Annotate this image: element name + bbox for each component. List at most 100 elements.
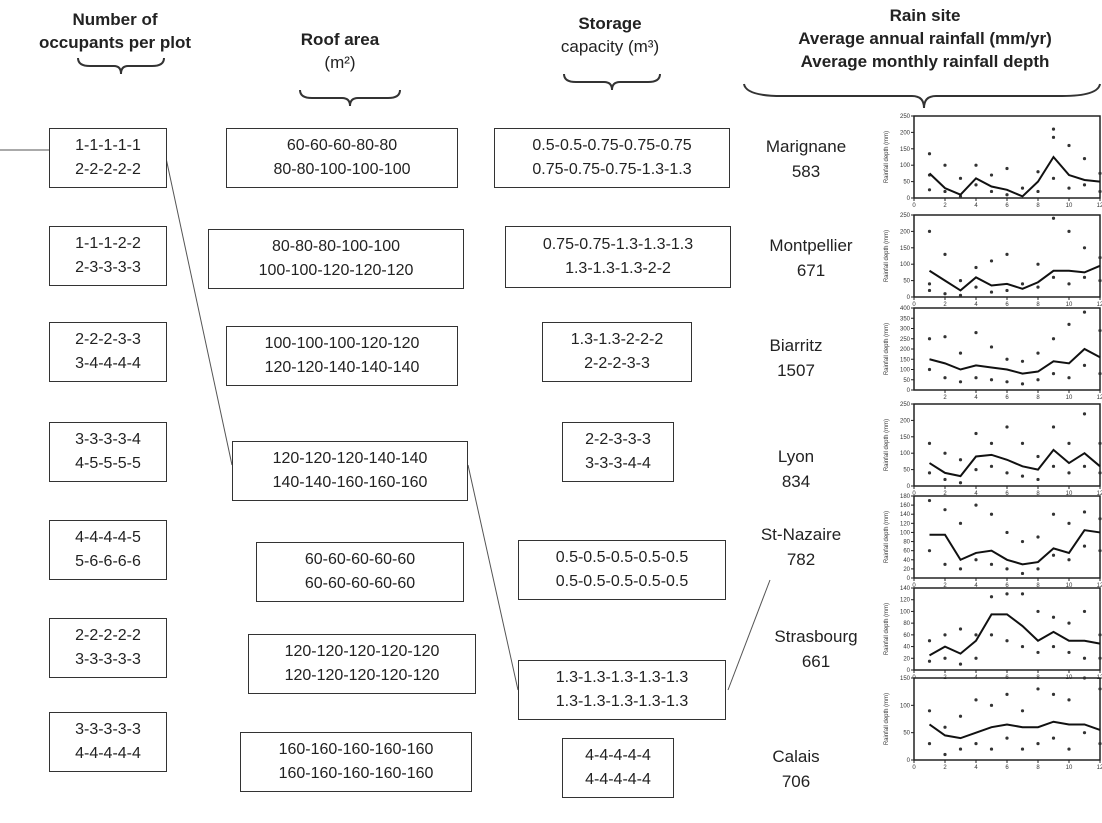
x-tick-label: 4	[974, 583, 978, 587]
header-rain: Rain site Average annual rainfall (mm/yr…	[740, 4, 1102, 73]
y-tick-label: 120	[900, 598, 911, 604]
header-occupants-line2: occupants per plot	[38, 33, 192, 52]
x-tick-label: 2	[943, 302, 947, 306]
y-tick-label: 0	[907, 576, 911, 582]
rainfall-chart-svg: 0 50 100 150 200 250 0 2 4 6 8 10 12 Rainfall depth (…	[884, 213, 1102, 306]
y-tick-label: 0	[907, 295, 911, 301]
occupants-value: 4-5-5-5-5	[75, 455, 141, 472]
header-rain-line1: Rain site	[889, 6, 961, 25]
rain-site-name: Montpellier	[769, 236, 853, 255]
data-point	[1067, 229, 1071, 233]
rainfall-chart-st-nazaire: 0 20 40 60 80 100 120 140 160 180 0 2 4 6 8 10 12 Rainfal…	[874, 492, 1102, 587]
rain-site: Montpellier 671	[750, 233, 872, 283]
data-point	[958, 662, 963, 666]
x-tick-label: 0	[912, 491, 916, 495]
y-tick-label: 0	[907, 196, 911, 202]
data-point	[1067, 558, 1071, 562]
x-tick-label: 2	[943, 765, 947, 769]
data-point	[1020, 186, 1025, 190]
x-tick-label: 2	[943, 583, 947, 587]
data-point	[1051, 135, 1056, 139]
data-point	[958, 458, 963, 462]
data-point	[1098, 279, 1102, 283]
x-tick-label: 12	[1097, 203, 1102, 207]
roof-area-value: 140-140-160-160-160	[272, 474, 428, 491]
data-point	[927, 441, 932, 445]
mean-rainfall-line	[928, 720, 1101, 740]
data-point	[1036, 477, 1040, 482]
data-point	[1067, 521, 1071, 525]
data-point	[989, 595, 994, 599]
y-axis-label: Rainfall depth (mm)	[884, 511, 890, 563]
y-tick-label: 250	[900, 213, 911, 219]
y-tick-label: 80	[903, 621, 910, 627]
rainfall-chart-lyon: 0 50 100 150 200 250 0 2 4 6 8 10 12 Rainfall depth (…	[874, 400, 1102, 495]
x-tick-label: 6	[1005, 765, 1009, 769]
roof-area-value: 120-120-120-120-120	[284, 643, 440, 660]
occupants-box: 1-1-1-1-1 2-2-2-2-2	[49, 128, 167, 188]
data-point	[1082, 157, 1087, 161]
x-tick-label: 2	[943, 203, 947, 207]
x-tick-label: 6	[1005, 675, 1009, 679]
rain-site: Calais 706	[750, 744, 842, 794]
data-point	[927, 639, 932, 643]
y-tick-label: 60	[903, 549, 910, 555]
chart-frame	[913, 587, 1101, 671]
x-tick-label: 8	[1036, 583, 1040, 587]
header-rain-line3: Average monthly rainfall depth	[800, 52, 1050, 71]
data-point	[1036, 378, 1040, 382]
x-tick-label: 4	[974, 395, 978, 399]
data-point	[1051, 553, 1056, 557]
data-point	[1036, 535, 1040, 539]
x-tick-label: 0	[912, 675, 916, 679]
x-tick-label: 0	[912, 583, 916, 587]
y-tick-label: 200	[900, 130, 911, 136]
x-tick-label: 10	[1066, 583, 1073, 587]
data-point	[1051, 176, 1056, 180]
y-tick-label: 20	[903, 656, 910, 662]
data-point	[1005, 692, 1009, 696]
data-point	[974, 742, 978, 746]
rain-site-annual-rainfall: 834	[781, 472, 811, 491]
y-tick-label: 250	[900, 337, 911, 343]
data-point	[1005, 252, 1009, 256]
x-tick-label: 10	[1066, 491, 1073, 495]
storage-capacity-value: 4-4-4-4-4	[585, 771, 651, 788]
occupants-box: 3-3-3-3-3 4-4-4-4-4	[49, 712, 167, 772]
data-point	[1036, 285, 1040, 289]
data-point	[974, 431, 978, 436]
data-point	[927, 188, 932, 192]
storage-capacity-value: 0.75-0.75-1.3-1.3-1.3	[542, 236, 694, 253]
data-point	[974, 656, 978, 660]
y-tick-label: 200	[900, 229, 911, 235]
data-point	[1082, 183, 1087, 187]
occupants-value: 1-1-1-1-1	[75, 137, 141, 154]
y-tick-label: 40	[903, 645, 910, 651]
data-point	[1051, 372, 1056, 376]
rain-site-name: St-Nazaire	[760, 525, 842, 544]
data-point	[1098, 549, 1102, 553]
rainfall-chart-biarritz: 0 50 100 150 200 250 300 350 400 2 4 6 8 10 12 Rainfall…	[874, 304, 1102, 399]
header-storage-line1: Storage	[578, 14, 642, 33]
header-occupants: Number of occupants per plot	[20, 8, 210, 54]
x-tick-label: 4	[974, 765, 978, 769]
x-tick-label: 0	[912, 203, 916, 207]
rainfall-chart-svg: 0 50 100 150 200 250 300 350 400 2 4 6 8 10 12 Rainfall…	[884, 306, 1102, 399]
roof-area-value: 120-120-140-140-140	[264, 359, 420, 376]
data-point	[927, 337, 932, 341]
data-point	[1082, 510, 1087, 514]
data-point	[1020, 539, 1025, 544]
storage-capacity-value: 0.5-0.5-0.75-0.75-0.75	[532, 137, 692, 154]
rainfall-chart-strasbourg: 0 20 40 60 80 100 120 140 0 2 4 6 8 10 12 Rainfall dept…	[874, 584, 1102, 679]
rain-site: Strasbourg 661	[750, 624, 882, 674]
data-point	[1005, 736, 1009, 740]
data-point	[989, 189, 994, 194]
x-tick-label: 4	[974, 491, 978, 495]
data-point	[1005, 193, 1009, 197]
data-point	[1067, 698, 1071, 702]
y-tick-label: 80	[903, 540, 910, 546]
x-tick-label: 4	[974, 203, 978, 207]
chart-frame	[913, 677, 1101, 761]
roof-area-value: 100-100-120-120-120	[258, 262, 414, 279]
